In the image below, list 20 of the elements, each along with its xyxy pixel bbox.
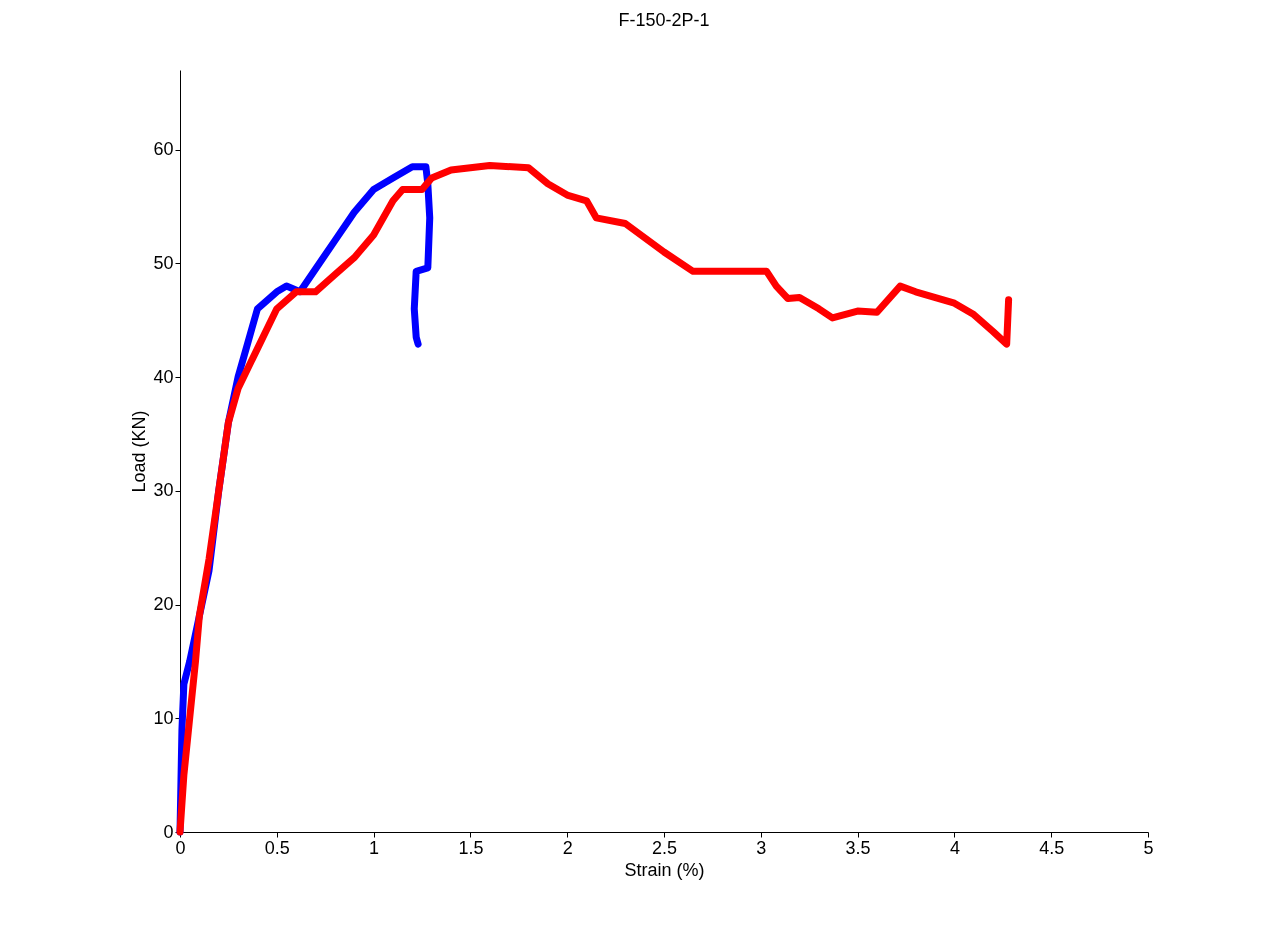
x-axis-title: Strain (%): [624, 859, 705, 880]
y-tick-label: 40: [153, 366, 174, 387]
x-tick-label: 2: [562, 837, 573, 858]
y-axis-title: Load (KN): [129, 410, 150, 493]
y-tick-label: 60: [153, 139, 174, 160]
x-tick-label: 4.5: [1039, 837, 1065, 858]
y-tick-label: 0: [163, 821, 174, 842]
x-tick-label: 3: [756, 837, 767, 858]
x-tick-label: 0.5: [264, 837, 290, 858]
x-tick-label: 3.5: [845, 837, 871, 858]
y-tick-label: 50: [153, 252, 174, 273]
x-tick-label: 2.5: [651, 837, 678, 858]
y-tick-label: 20: [153, 594, 174, 615]
x-tick-label: 5: [1143, 837, 1154, 858]
x-tick-label: 4: [949, 837, 960, 858]
x-tick-label: 1.5: [458, 837, 484, 858]
x-tick-label: 1: [369, 837, 380, 858]
chart-title: F-150-2P-1: [618, 10, 710, 30]
y-tick-label: 10: [153, 707, 174, 728]
y-tick-label: 30: [153, 480, 174, 501]
